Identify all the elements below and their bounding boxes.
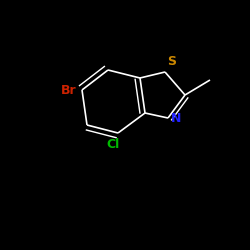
Text: Br: Br [62,84,77,96]
Text: N: N [171,112,181,124]
Text: S: S [167,55,176,68]
Text: Cl: Cl [106,138,120,151]
